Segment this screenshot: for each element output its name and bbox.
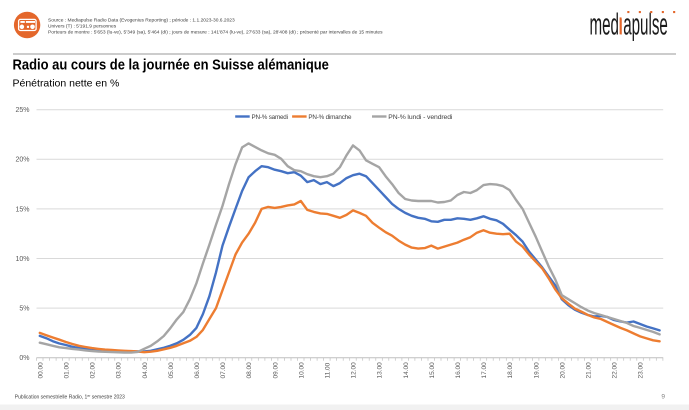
svg-text:15.00: 15.00 (429, 362, 436, 379)
svg-text:5%: 5% (19, 306, 29, 313)
svg-text:PN-% samedi: PN-% samedi (252, 114, 288, 121)
svg-text:Publication semestrielle Radio: Publication semestrielle Radio, 1er seme… (15, 394, 125, 400)
svg-text:12.00: 12.00 (351, 362, 358, 379)
svg-text:PN-% lundi - vendredi: PN-% lundi - vendredi (388, 114, 453, 121)
svg-text:19.00: 19.00 (533, 362, 540, 379)
svg-text:20.00: 20.00 (559, 362, 566, 379)
svg-text:02.00: 02.00 (90, 362, 97, 379)
svg-text:17.00: 17.00 (481, 362, 488, 379)
svg-text:Radio au cours de la journée e: Radio au cours de la journée en Suisse a… (13, 57, 330, 73)
svg-text:25%: 25% (15, 107, 29, 114)
svg-text:21.00: 21.00 (586, 362, 593, 379)
svg-text:15%: 15% (15, 206, 29, 213)
svg-text:Pénétration nette en %: Pénétration nette en % (13, 78, 120, 90)
svg-text:18.00: 18.00 (507, 362, 514, 379)
svg-text:07.00: 07.00 (220, 362, 227, 379)
svg-text:05.00: 05.00 (168, 362, 175, 379)
svg-text:01.00: 01.00 (64, 362, 71, 379)
svg-text:Univers (T) : 5'191.9 personne: Univers (T) : 5'191.9 personnes (48, 24, 117, 30)
svg-text:06.00: 06.00 (194, 362, 201, 379)
svg-text:23.00: 23.00 (638, 362, 645, 379)
svg-text:11.00: 11.00 (325, 362, 332, 378)
svg-text:10.00: 10.00 (298, 362, 305, 379)
svg-text:09.00: 09.00 (272, 362, 279, 379)
svg-text:0%: 0% (19, 355, 29, 362)
svg-text:Porteurs de montre : 5'653 (lu: Porteurs de montre : 5'653 (lu-ve), 5'34… (48, 30, 383, 36)
svg-text:9: 9 (661, 394, 665, 401)
svg-text:PN-% dimanche: PN-% dimanche (308, 114, 352, 121)
svg-text:03.00: 03.00 (116, 362, 123, 379)
svg-text:14.00: 14.00 (403, 362, 410, 379)
svg-text:16.00: 16.00 (455, 362, 462, 379)
svg-text:22.00: 22.00 (612, 362, 619, 379)
svg-text:00.00: 00.00 (37, 362, 44, 379)
svg-text:04.00: 04.00 (142, 362, 149, 379)
svg-text:13.00: 13.00 (377, 362, 384, 379)
svg-text:08.00: 08.00 (246, 362, 253, 379)
svg-text:Source : Mediapulse Radio Data: Source : Mediapulse Radio Data (Evogeniu… (48, 18, 235, 24)
svg-text:10%: 10% (15, 256, 29, 263)
svg-text:20%: 20% (15, 157, 29, 164)
